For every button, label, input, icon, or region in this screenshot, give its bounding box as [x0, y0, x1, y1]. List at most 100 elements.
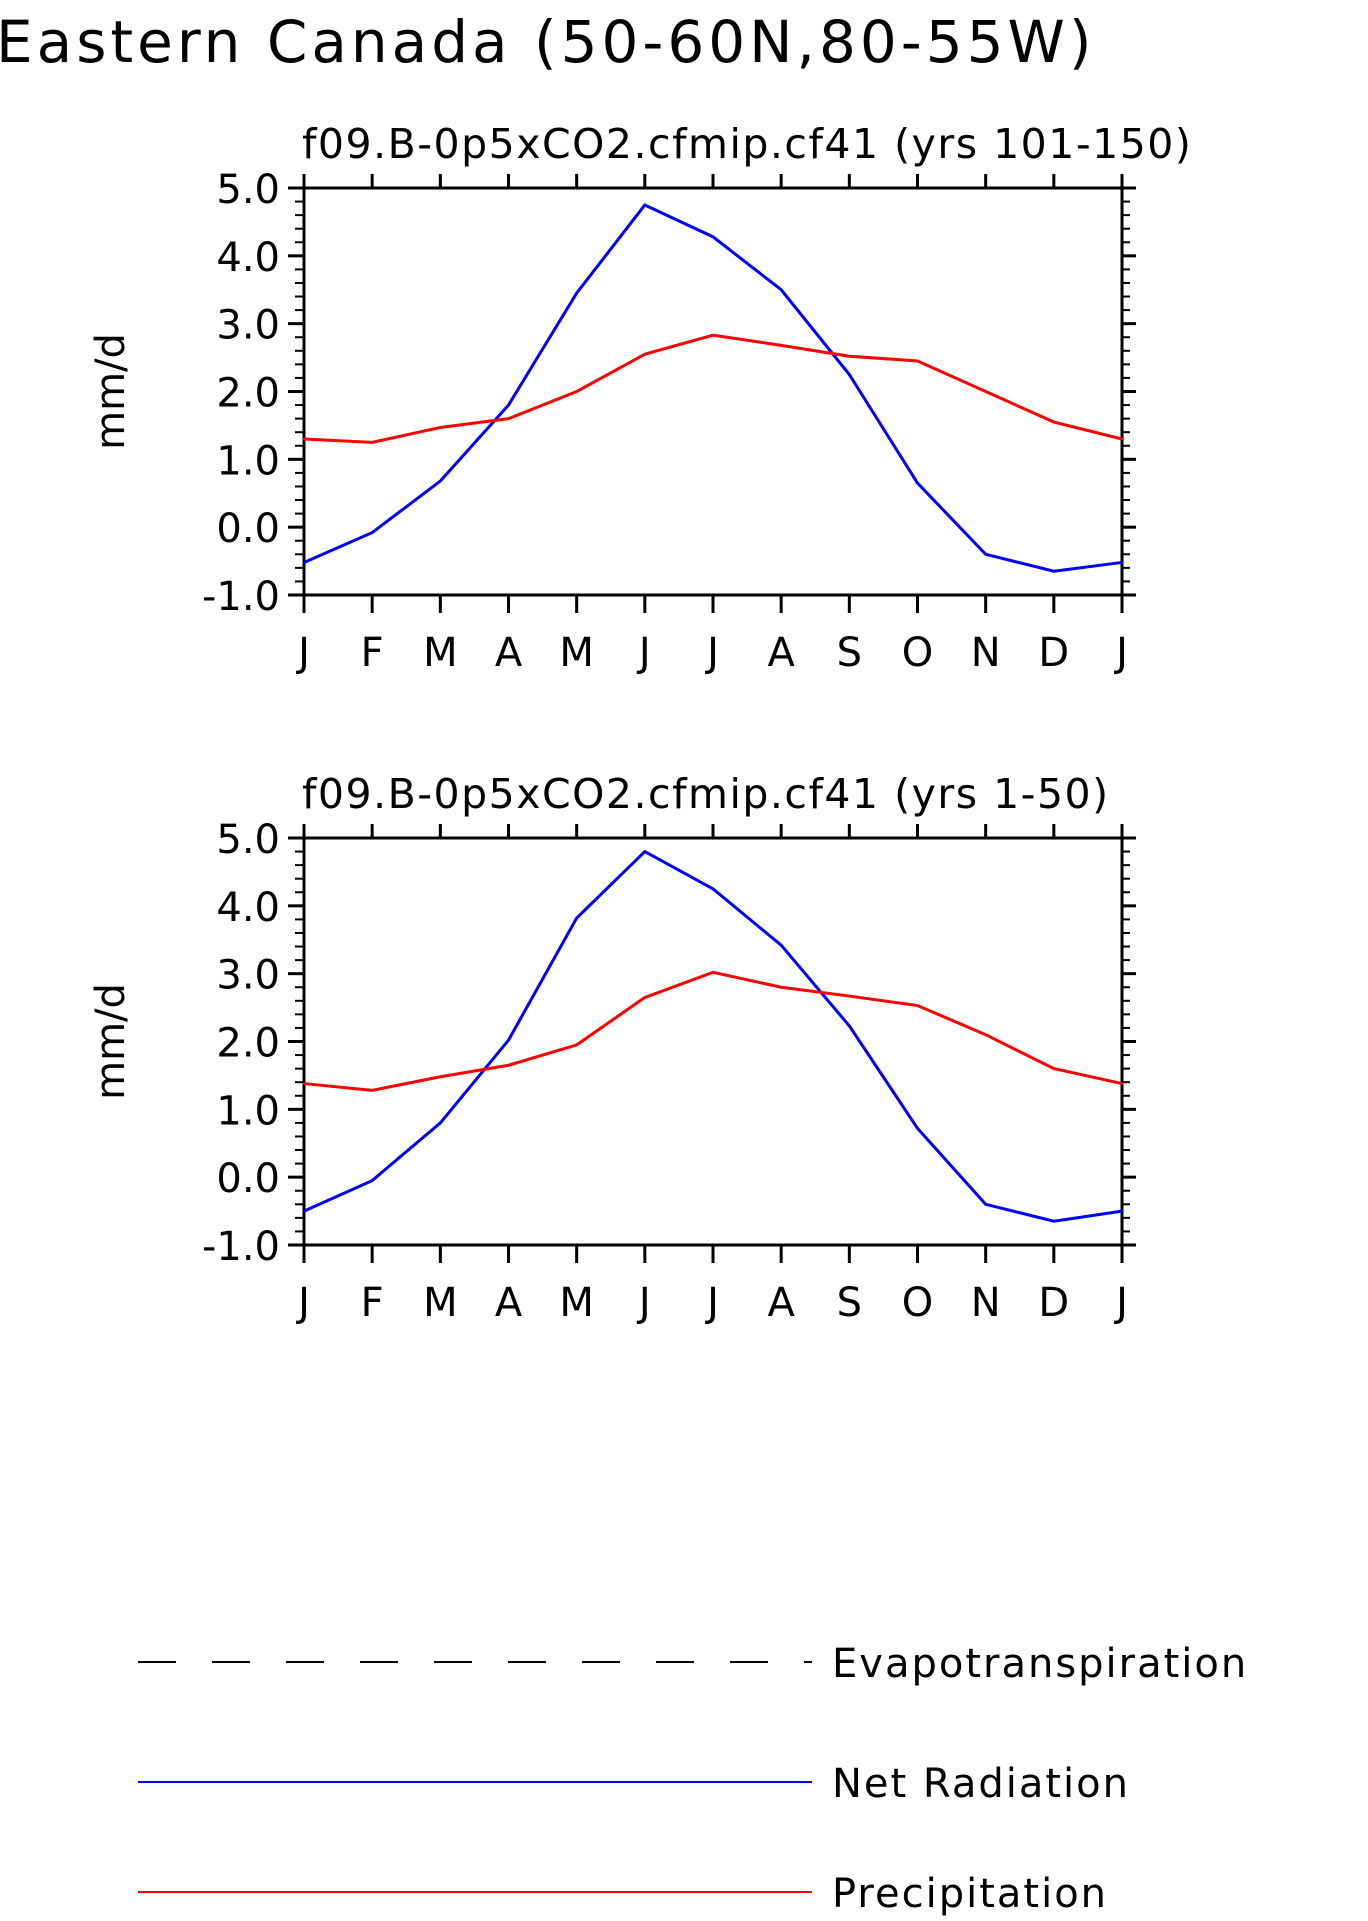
x-tick-label: J [704, 1280, 719, 1326]
y-tick-label: 0.0 [216, 1156, 280, 1202]
y-axis-label: mm/d [88, 333, 134, 450]
x-tick-label: F [361, 630, 384, 676]
data-point-net-radiation [439, 479, 442, 483]
x-tick-label: S [837, 1280, 862, 1326]
data-point-precipitation [370, 441, 374, 444]
data-point-precipitation [643, 352, 647, 356]
x-tick-label: O [902, 1280, 933, 1326]
data-point-precipitation [848, 994, 851, 998]
plot-frame [302, 186, 1124, 597]
data-point-precipitation [575, 1043, 578, 1047]
data-point-precipitation [711, 333, 715, 337]
data-point-precipitation [302, 437, 306, 441]
data-point-net-radiation [711, 235, 715, 239]
data-point-net-radiation [848, 373, 851, 376]
data-point-net-radiation [1120, 1209, 1124, 1213]
data-point-precipitation [984, 390, 987, 393]
data-point-net-radiation [1120, 561, 1124, 564]
data-point-net-radiation [1052, 570, 1056, 573]
legend-label: Evapotranspiration [832, 1641, 1248, 1687]
data-point-precipitation [916, 1004, 919, 1007]
data-point-precipitation [370, 1089, 374, 1092]
y-tick-label: 1.0 [216, 1088, 280, 1134]
legend: Evapotranspiration Net Radiation Precipita… [138, 1641, 1248, 1917]
series-line-precipitation [303, 970, 1123, 1092]
y-tick-label: 5.0 [216, 167, 280, 213]
data-point-net-radiation [779, 943, 783, 947]
data-point-net-radiation [643, 203, 647, 207]
data-point-net-radiation [507, 1038, 510, 1042]
data-point-net-radiation [439, 1121, 442, 1125]
x-tick-label: D [1038, 1280, 1069, 1326]
data-point-net-radiation [984, 1203, 987, 1206]
data-point-precipitation [1120, 437, 1124, 441]
series-line-precipitation [303, 333, 1123, 444]
y-tick-label: 2.0 [216, 1021, 280, 1067]
data-point-net-radiation [575, 291, 578, 295]
y-tick-label: 1.0 [216, 438, 280, 484]
data-point-precipitation [507, 1064, 510, 1067]
x-tick-label: N [971, 630, 1001, 676]
chart-panel-2: f09.B-0p5xCO2.cfmip.cf41 (yrs 1-50) 5.0 4.… [88, 770, 1136, 1326]
figure-title: Eastern Canada (50-60N,80-55W) [0, 8, 1096, 76]
chart-subtitle: f09.B-0p5xCO2.cfmip.cf41 (yrs 1-50) [302, 770, 1110, 818]
x-tick-label: S [837, 630, 862, 676]
data-point-precipitation [779, 344, 783, 347]
y-tick-label: 4.0 [216, 235, 280, 281]
chart-panel-1: f09.B-0p5xCO2.cfmip.cf41 (yrs 101-150) 5.… [88, 120, 1192, 676]
series-line-net-radiation [303, 203, 1123, 573]
data-point-precipitation [643, 996, 647, 999]
x-tick-label: J [295, 1280, 310, 1326]
x-tick-label: J [1113, 630, 1128, 676]
x-tick-label: A [767, 1280, 795, 1326]
data-point-precipitation [1052, 1067, 1056, 1070]
x-tick-label: M [559, 1280, 594, 1326]
data-point-precipitation [711, 971, 715, 974]
x-tick-label: M [423, 630, 458, 676]
data-point-net-radiation [575, 916, 578, 920]
x-tick-label: F [361, 1280, 384, 1326]
data-point-precipitation [575, 390, 578, 393]
data-point-precipitation [984, 1033, 987, 1036]
legend-label: Precipitation [832, 1871, 1108, 1917]
data-point-precipitation [302, 1082, 306, 1085]
x-tick-label: N [971, 1280, 1001, 1326]
data-point-net-radiation [370, 531, 374, 534]
x-tick-label: A [767, 630, 795, 676]
y-tick-label: -1.0 [202, 1224, 280, 1270]
data-point-net-radiation [302, 1209, 306, 1213]
data-point-net-radiation [1052, 1220, 1056, 1223]
y-axis-label: mm/d [88, 983, 134, 1100]
data-point-precipitation [439, 1075, 442, 1078]
chart-subtitle: f09.B-0p5xCO2.cfmip.cf41 (yrs 101-150) [302, 120, 1192, 168]
x-tick-label: J [636, 1280, 651, 1326]
data-point-net-radiation [711, 887, 715, 891]
y-tick-label: 0.0 [216, 506, 280, 552]
data-point-precipitation [848, 355, 851, 358]
y-tick-label: 3.0 [216, 303, 280, 349]
data-point-net-radiation [984, 553, 987, 556]
x-tick-label: J [1113, 1280, 1128, 1326]
series-line-net-radiation [303, 849, 1123, 1223]
data-point-net-radiation [370, 1179, 374, 1182]
data-point-precipitation [916, 359, 919, 363]
x-tick-label: J [704, 630, 719, 676]
x-tick-label: A [495, 1280, 523, 1326]
x-tick-label: O [902, 630, 933, 676]
data-point-precipitation [439, 426, 442, 429]
data-point-net-radiation [916, 1127, 919, 1130]
y-tick-label: 2.0 [216, 371, 280, 417]
chart-panels: f09.B-0p5xCO2.cfmip.cf41 (yrs 101-150) 5.… [88, 120, 1192, 1326]
x-tick-label: J [636, 630, 651, 676]
data-point-net-radiation [302, 561, 306, 564]
y-tick-label: -1.0 [202, 574, 280, 620]
data-point-net-radiation [848, 1024, 851, 1028]
y-tick-label: 3.0 [216, 953, 280, 999]
data-point-net-radiation [643, 850, 647, 853]
data-point-precipitation [1120, 1082, 1124, 1085]
x-tick-label: A [495, 630, 523, 676]
x-tick-label: M [423, 1280, 458, 1326]
x-tick-label: J [295, 630, 310, 676]
y-tick-label: 4.0 [216, 885, 280, 931]
